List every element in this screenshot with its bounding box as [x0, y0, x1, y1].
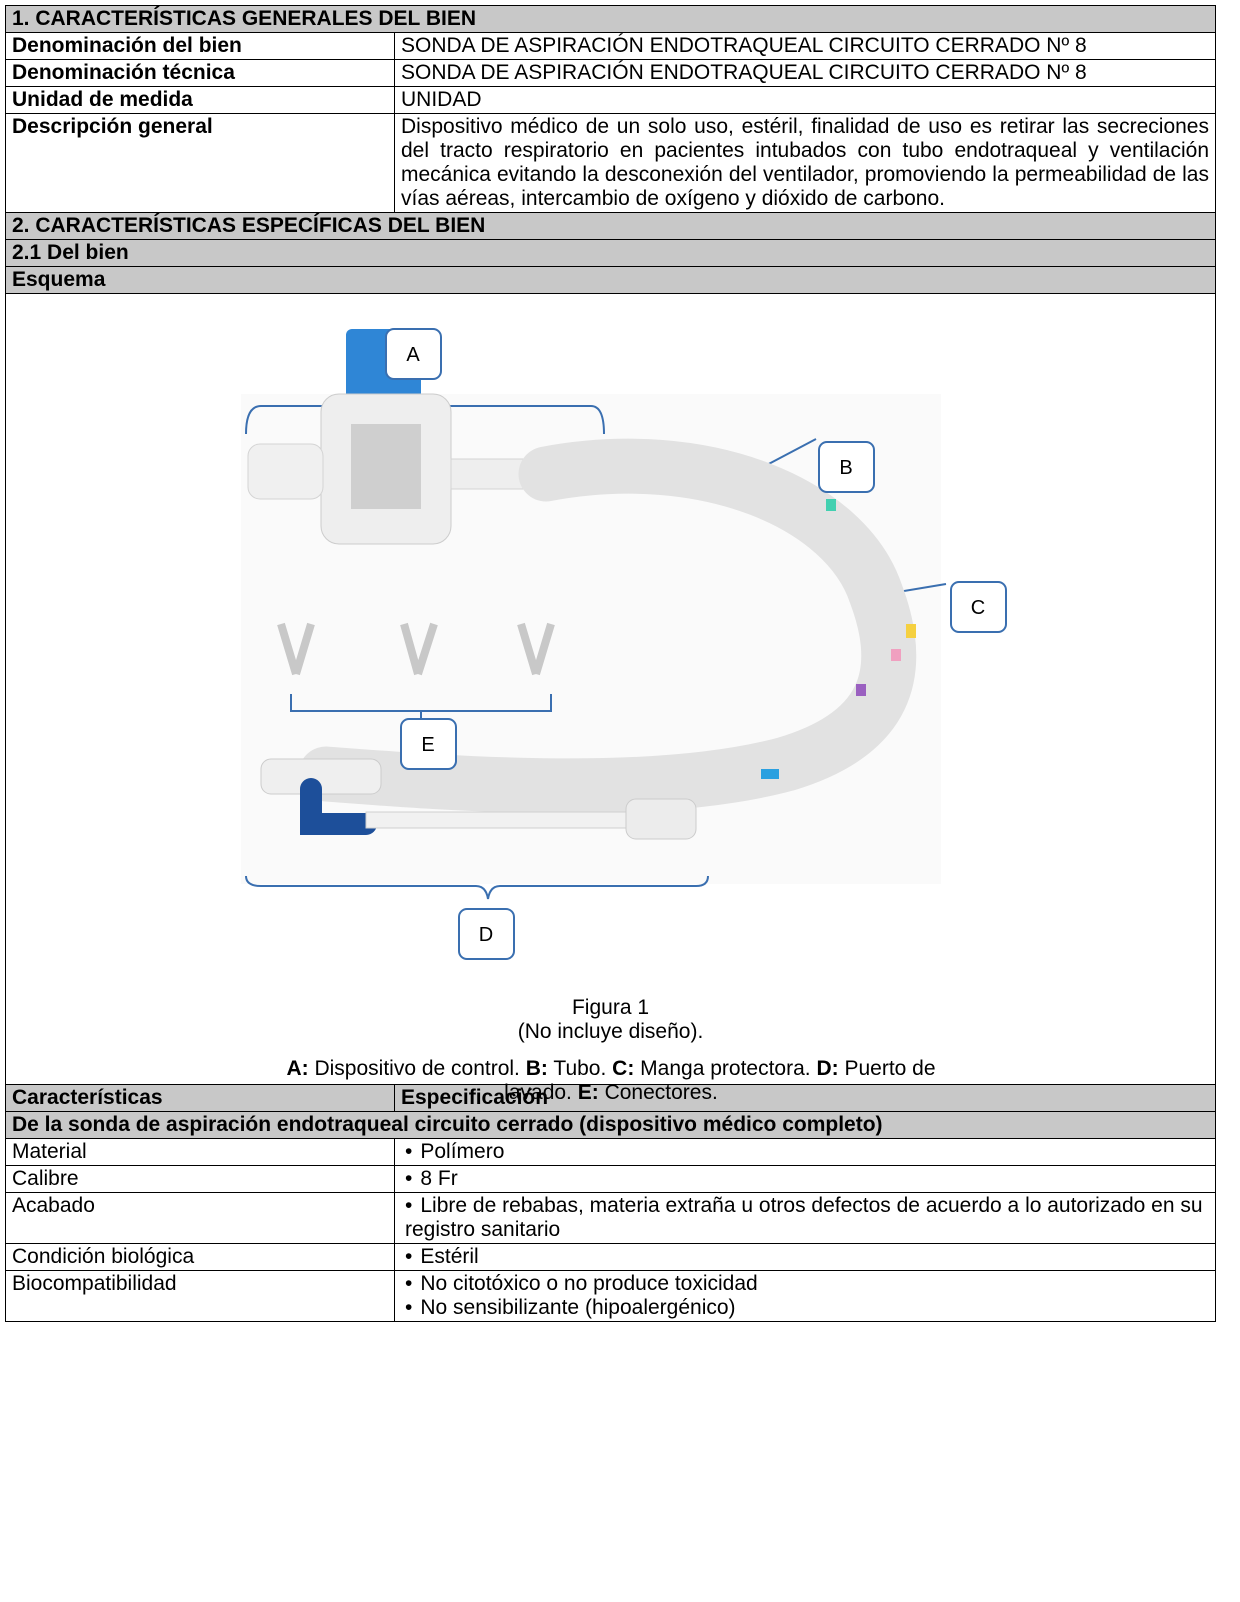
callout-label: D [479, 924, 493, 946]
spec-row: BiocompatibilidadNo citotóxico o no prod… [5, 1270, 1216, 1322]
spec-list: No citotóxico o no produce toxicidadNo s… [401, 1272, 1209, 1320]
spec-label: Condición biológica [5, 1243, 395, 1271]
spec-row: AcabadoLibre de rebabas, materia extraña… [5, 1192, 1216, 1244]
callout-label: E [421, 734, 434, 756]
callout-label: A [406, 344, 420, 366]
legend-text: Tubo. [553, 1057, 607, 1080]
callout-label: C [971, 597, 985, 619]
spec-list: 8 Fr [401, 1167, 1209, 1191]
spec-value: Libre de rebabas, materia extraña u otro… [394, 1192, 1216, 1244]
legend-text: Puerto de lavado. [504, 1057, 936, 1104]
brackets [245, 385, 947, 900]
figure-cell: A B C D E Figura 1 (No incluye diseño). … [5, 293, 1216, 1104]
legend-text: Manga protectora. [640, 1057, 811, 1080]
row-value: Dispositivo médico de un solo uso, estér… [394, 113, 1216, 213]
figure: A B C D E [241, 328, 1007, 960]
spec-row: Calibre 8 Fr [5, 1165, 1216, 1193]
legend-key: A: [286, 1057, 309, 1080]
spec-value: 8 Fr [394, 1165, 1216, 1193]
spec-label: Calibre [5, 1165, 395, 1193]
figure-legend: A: Dispositivo de control. B: Tubo. C: M… [256, 1057, 966, 1105]
section-title: 2. CARACTERÍSTICAS ESPECÍFICAS DEL BIEN [5, 212, 1216, 240]
spec-list: Estéril [401, 1245, 1209, 1269]
legend-key: B: [525, 1057, 548, 1080]
row-value: UNIDAD [394, 86, 1216, 114]
legend-key: E: [577, 1081, 599, 1104]
spec-label: Biocompatibilidad [5, 1270, 395, 1322]
row-label: Denominación técnica [5, 59, 395, 87]
spec-sheet: 1. CARACTERÍSTICAS GENERALES DEL BIEN De… [5, 5, 1216, 1322]
spec-item: 8 Fr [405, 1167, 1209, 1191]
table-header: Especificación [394, 1084, 1216, 1112]
section-title: 1. CARACTERÍSTICAS GENERALES DEL BIEN [5, 5, 1216, 33]
spec-label: Acabado [5, 1192, 395, 1244]
callouts: A B C D E [385, 328, 1007, 960]
legend-text: Conectores. [604, 1081, 718, 1104]
legend-text: Dispositivo de control. [314, 1057, 520, 1080]
spec-value: Polímero [394, 1138, 1216, 1166]
legend-key: D: [816, 1057, 839, 1080]
row-value: SONDA DE ASPIRACIÓN ENDOTRAQUEAL CIRCUIT… [394, 59, 1216, 87]
row-label: Unidad de medida [5, 86, 395, 114]
device [247, 329, 917, 840]
row-label: Denominación del bien [5, 32, 395, 60]
legend-key: C: [612, 1057, 635, 1080]
table-header: Características [5, 1084, 395, 1112]
row-label: Descripción general [5, 113, 395, 213]
spec-list: Libre de rebabas, materia extraña u otro… [401, 1194, 1209, 1242]
spec-item: No sensibilizante (hipoalergénico) [405, 1296, 1209, 1320]
group-header: De la sonda de aspiración endotraqueal c… [5, 1111, 1216, 1139]
figure-note: (No incluye diseño). [517, 1020, 704, 1043]
spec-item: Estéril [405, 1245, 1209, 1269]
spec-item: Polímero [405, 1140, 1209, 1164]
spec-list: Polímero [401, 1140, 1209, 1164]
spec-item: No citotóxico o no produce toxicidad [405, 1272, 1209, 1296]
spec-label: Material [5, 1138, 395, 1166]
subsection-title: 2.1 Del bien [5, 239, 1216, 267]
scheme-title: Esquema [5, 266, 1216, 294]
spec-row: Material Polímero [5, 1138, 1216, 1166]
spec-rows: MaterialPolímeroCalibre8 FrAcabadoLibre … [5, 1138, 1216, 1322]
spec-item: Libre de rebabas, materia extraña u otro… [405, 1194, 1209, 1242]
spec-row: Condición biológica Estéril [5, 1243, 1216, 1271]
spec-value: No citotóxico o no produce toxicidadNo s… [394, 1270, 1216, 1322]
figure-caption: Figura 1 [571, 996, 650, 1019]
row-value: SONDA DE ASPIRACIÓN ENDOTRAQUEAL CIRCUIT… [394, 32, 1216, 60]
spec-value: Estéril [394, 1243, 1216, 1271]
callout-label: B [839, 457, 852, 479]
